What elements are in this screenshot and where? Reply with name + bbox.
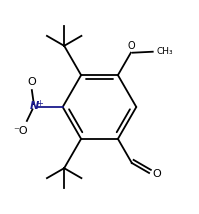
Text: CH₃: CH₃: [157, 47, 173, 56]
Text: +: +: [36, 98, 43, 107]
Text: ⁻O: ⁻O: [13, 125, 28, 135]
Text: O: O: [152, 169, 161, 179]
Text: O: O: [28, 77, 37, 87]
Text: N: N: [30, 101, 39, 111]
Text: O: O: [127, 41, 135, 51]
